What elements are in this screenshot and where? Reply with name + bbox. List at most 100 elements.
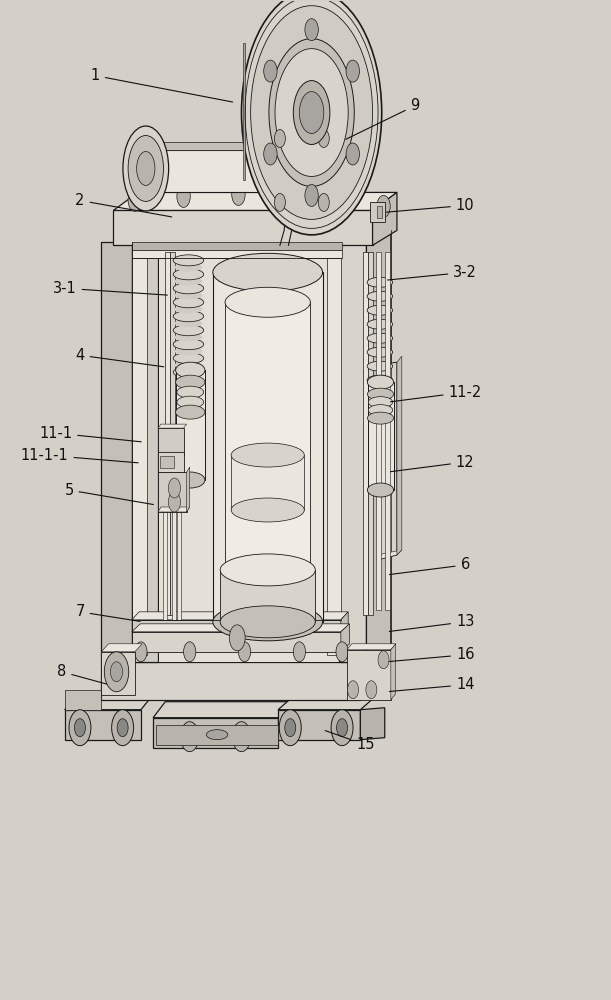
Polygon shape	[347, 644, 396, 650]
Text: 1: 1	[90, 68, 233, 102]
Text: 7: 7	[75, 604, 140, 621]
Circle shape	[285, 719, 296, 737]
Circle shape	[238, 642, 251, 662]
Circle shape	[69, 710, 91, 746]
Text: 6: 6	[389, 557, 470, 575]
Polygon shape	[284, 160, 318, 190]
Circle shape	[318, 193, 329, 211]
Circle shape	[342, 189, 355, 211]
Polygon shape	[132, 620, 341, 632]
Ellipse shape	[174, 333, 202, 341]
Circle shape	[169, 492, 180, 512]
Polygon shape	[172, 510, 175, 620]
Polygon shape	[378, 362, 397, 560]
Text: 2: 2	[75, 193, 172, 217]
Ellipse shape	[220, 606, 315, 638]
Ellipse shape	[367, 305, 393, 315]
Polygon shape	[161, 456, 174, 468]
Polygon shape	[177, 510, 180, 620]
Polygon shape	[186, 467, 189, 512]
Polygon shape	[101, 648, 385, 662]
Ellipse shape	[177, 396, 203, 408]
Ellipse shape	[173, 311, 203, 322]
Text: 9: 9	[346, 98, 420, 139]
Polygon shape	[114, 192, 397, 210]
Ellipse shape	[173, 353, 203, 364]
Text: 11-1-1: 11-1-1	[21, 448, 138, 463]
Polygon shape	[132, 242, 158, 662]
Polygon shape	[144, 142, 299, 150]
Text: 15: 15	[325, 731, 375, 752]
Ellipse shape	[367, 291, 393, 301]
Polygon shape	[364, 252, 368, 615]
Ellipse shape	[123, 126, 169, 211]
Circle shape	[318, 130, 329, 147]
Text: 3-2: 3-2	[387, 265, 477, 280]
Circle shape	[232, 183, 245, 205]
Ellipse shape	[207, 730, 228, 740]
Circle shape	[377, 195, 390, 217]
Text: 4: 4	[75, 348, 164, 367]
Polygon shape	[153, 718, 278, 748]
Ellipse shape	[173, 367, 203, 378]
Ellipse shape	[241, 0, 382, 235]
Ellipse shape	[213, 603, 323, 641]
Polygon shape	[278, 710, 360, 740]
Polygon shape	[132, 632, 341, 652]
Polygon shape	[368, 252, 373, 615]
Polygon shape	[158, 424, 186, 428]
Circle shape	[287, 185, 300, 207]
Text: 8: 8	[57, 664, 106, 684]
Ellipse shape	[175, 375, 205, 389]
Polygon shape	[373, 192, 397, 245]
Circle shape	[177, 185, 190, 207]
Polygon shape	[166, 252, 170, 615]
Polygon shape	[158, 452, 183, 472]
Polygon shape	[275, 131, 330, 210]
Circle shape	[293, 642, 306, 662]
Polygon shape	[231, 455, 304, 510]
Polygon shape	[158, 242, 339, 662]
Ellipse shape	[174, 347, 202, 355]
Polygon shape	[370, 202, 385, 222]
Circle shape	[274, 193, 285, 211]
Ellipse shape	[269, 39, 354, 186]
Polygon shape	[341, 612, 348, 632]
Circle shape	[264, 60, 277, 82]
Polygon shape	[341, 624, 349, 652]
Ellipse shape	[367, 375, 393, 385]
Polygon shape	[327, 248, 341, 655]
Text: 10: 10	[386, 198, 475, 213]
Polygon shape	[158, 428, 183, 455]
Polygon shape	[101, 242, 132, 662]
Ellipse shape	[175, 472, 205, 488]
Ellipse shape	[367, 347, 393, 357]
Ellipse shape	[137, 151, 155, 185]
Circle shape	[348, 681, 359, 699]
Circle shape	[305, 184, 318, 206]
Circle shape	[346, 143, 359, 165]
Polygon shape	[101, 652, 135, 695]
Ellipse shape	[128, 136, 164, 201]
Polygon shape	[153, 702, 290, 718]
Circle shape	[274, 130, 285, 147]
Circle shape	[331, 710, 353, 746]
Polygon shape	[132, 242, 342, 250]
Ellipse shape	[293, 81, 330, 144]
Ellipse shape	[173, 325, 203, 336]
Polygon shape	[376, 252, 381, 610]
Circle shape	[336, 642, 348, 662]
Circle shape	[232, 722, 251, 752]
Polygon shape	[132, 612, 348, 620]
Text: 11-2: 11-2	[390, 385, 482, 402]
Text: 14: 14	[389, 677, 475, 692]
Polygon shape	[65, 690, 101, 710]
Ellipse shape	[173, 297, 203, 308]
Ellipse shape	[275, 49, 348, 176]
Circle shape	[378, 651, 389, 669]
Polygon shape	[339, 242, 367, 662]
Ellipse shape	[231, 498, 304, 522]
Polygon shape	[114, 210, 373, 245]
Polygon shape	[158, 472, 186, 512]
Ellipse shape	[173, 255, 203, 266]
